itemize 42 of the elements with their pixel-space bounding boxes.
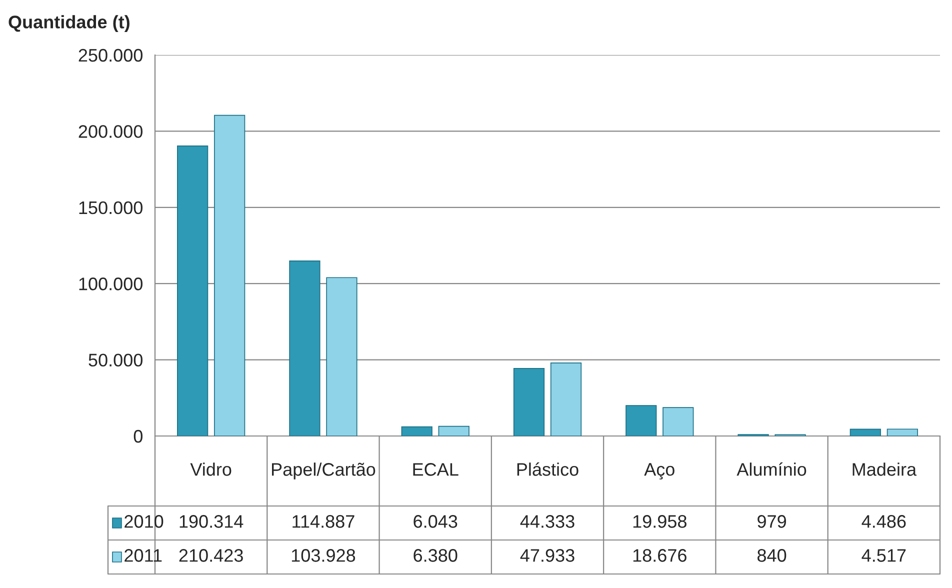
bar: [626, 405, 657, 436]
bar: [550, 362, 582, 436]
x-tick-label: Madeira: [852, 462, 917, 476]
legend-label: 2011: [124, 549, 162, 562]
data-label: 190.314: [180, 515, 244, 528]
x-tick-label: Plástico: [517, 462, 578, 476]
data-label: 4.486: [862, 515, 906, 528]
data-label: 18.676: [633, 549, 686, 562]
x-tick-label: Aço: [644, 463, 674, 480]
x-tick-label: Papel/Cartão: [272, 462, 376, 480]
bar: [401, 426, 432, 436]
bar: [662, 407, 694, 436]
bar: [886, 428, 918, 436]
data-label: 44.333: [520, 515, 574, 528]
y-tick-label: 100.000: [79, 278, 142, 290]
y-tick-label: 150.000: [79, 201, 142, 214]
data-label: 114.887: [292, 515, 354, 528]
x-tick-label: Vidro: [190, 462, 232, 476]
data-label: 210.423: [179, 549, 243, 562]
y-tick-label: 250.000: [78, 48, 142, 62]
data-label: 6.380: [414, 549, 458, 562]
x-tick-label: Alumínio: [736, 462, 806, 476]
y-tick-label: 50.000: [88, 354, 142, 367]
bar: [177, 146, 208, 436]
bar: [438, 426, 470, 436]
bar: [850, 428, 881, 436]
data-label: 19.958: [633, 515, 686, 528]
data-label: 47.933: [520, 549, 574, 562]
data-label: 6.043: [414, 515, 458, 528]
data-label: 4.517: [862, 549, 906, 562]
y-tick-label: 200.000: [78, 125, 142, 138]
legend-label: 2010: [124, 515, 164, 528]
y-axis-title: Quantidade (t): [8, 15, 130, 32]
bar: [214, 114, 246, 436]
data-label: 103.928: [292, 549, 356, 562]
y-tick-label: 0: [134, 430, 142, 443]
x-tick-label: ECAL: [413, 463, 458, 476]
bar: [326, 277, 358, 436]
data-label: 979: [758, 515, 786, 528]
bar: [289, 260, 320, 436]
bar: [513, 368, 545, 436]
data-label: 840: [758, 549, 786, 562]
